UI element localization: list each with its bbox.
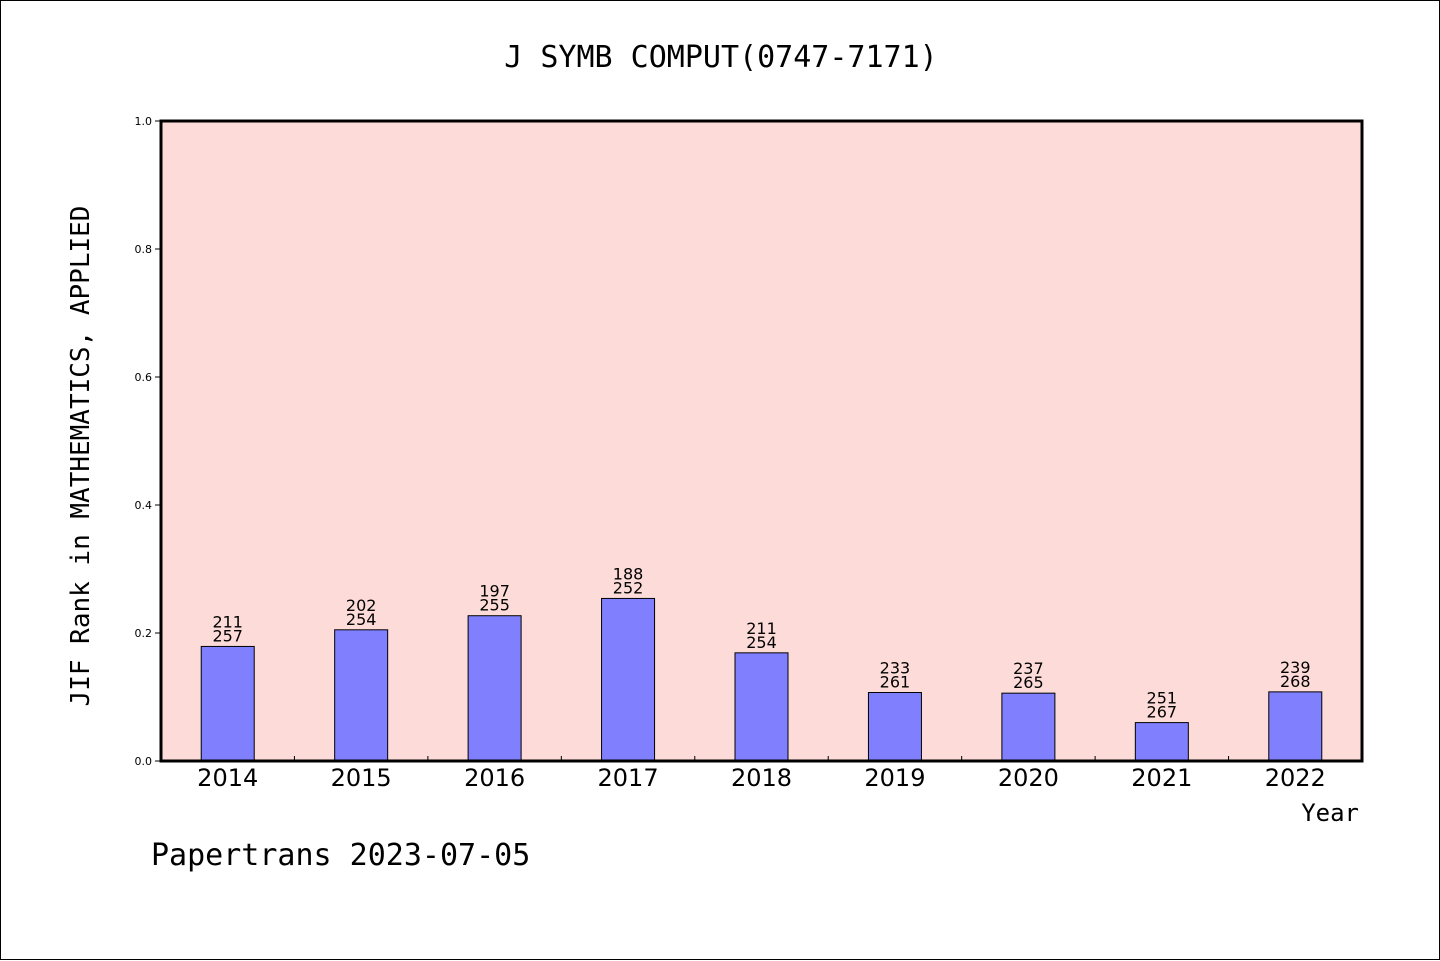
- x-tick-label: 2019: [864, 764, 925, 792]
- y-axis-label: JIF Rank in MATHEMATICS, APPLIED: [66, 206, 96, 707]
- y-tick-label: 0.4: [135, 499, 153, 512]
- bar-total-label: 257: [212, 626, 243, 645]
- y-tick-label: 0.6: [135, 371, 153, 384]
- bar-2014: [201, 646, 254, 761]
- x-tick-label: 2016: [464, 764, 525, 792]
- bar-total-label: 254: [346, 610, 377, 629]
- bar-2018: [735, 653, 788, 761]
- bar-2017: [602, 598, 655, 761]
- x-tick-label: 2014: [197, 764, 258, 792]
- bar-total-label: 252: [613, 578, 644, 597]
- x-tick-label: 2021: [1131, 764, 1192, 792]
- bar-2016: [468, 616, 521, 761]
- bar-total-label: 265: [1013, 673, 1044, 692]
- bar-total-label: 261: [880, 673, 911, 692]
- bar-2020: [1002, 693, 1055, 761]
- y-axis: 0.0 0.2 0.4 0.6 0.8 1.0: [135, 115, 162, 768]
- bar-2019: [868, 693, 921, 761]
- y-tick-label: 1.0: [135, 115, 153, 128]
- bar-total-label: 255: [479, 596, 510, 615]
- bar-total-label: 267: [1147, 703, 1178, 722]
- bar-total-label: 254: [746, 633, 777, 652]
- x-tick-label: 2015: [331, 764, 392, 792]
- x-tick-label: 2022: [1265, 764, 1326, 792]
- x-tick-label: 2018: [731, 764, 792, 792]
- bar-2022: [1269, 692, 1322, 761]
- bar-2021: [1135, 723, 1188, 761]
- bar-2015: [335, 630, 388, 761]
- x-tick-label: 2020: [998, 764, 1059, 792]
- chart-title: J SYMB COMPUT(0747-7171): [504, 40, 937, 75]
- y-tick-label: 0.8: [135, 243, 153, 256]
- bar-total-label: 268: [1280, 672, 1311, 691]
- x-axis-label: Year: [1301, 799, 1359, 827]
- y-tick-label: 0.2: [135, 627, 153, 640]
- footer-text: Papertrans 2023-07-05: [151, 838, 530, 873]
- y-tick-label: 0.0: [135, 755, 153, 768]
- x-tick-label: 2017: [598, 764, 659, 792]
